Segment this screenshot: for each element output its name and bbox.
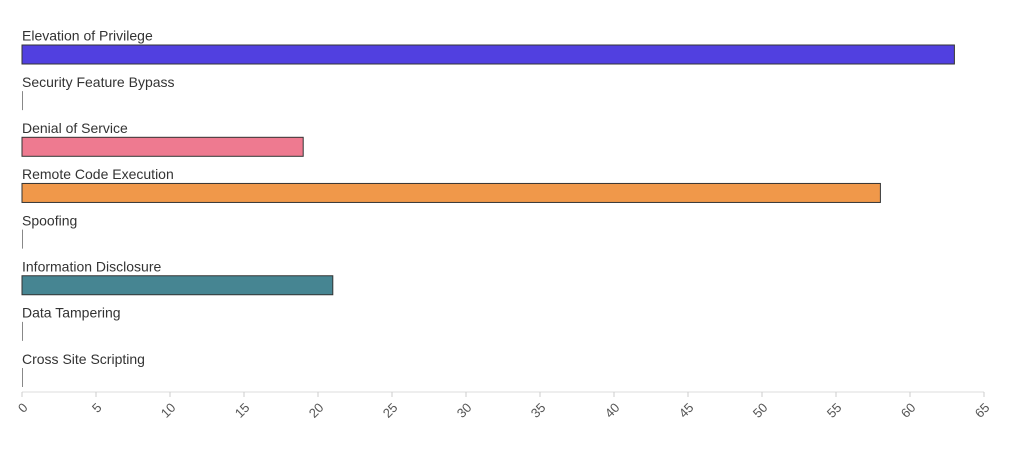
x-tick-label: 5 [89,400,105,416]
x-tick-label: 20 [306,400,327,421]
category-label: Remote Code Execution [22,166,174,182]
bar [21,275,334,296]
x-tick-label: 45 [676,400,697,421]
x-tick-label: 15 [232,400,253,421]
x-tick-label: 65 [972,400,993,421]
x-tick-label: 0 [15,400,31,416]
x-tick-label: 35 [528,400,549,421]
category-label: Cross Site Scripting [22,351,145,367]
category-label: Spoofing [22,212,77,228]
x-tick-label: 30 [454,400,475,421]
category-label: Denial of Service [22,120,128,136]
category-label: Information Disclosure [22,258,161,274]
x-tick-label: 55 [824,400,845,421]
category-label: Data Tampering [22,305,121,321]
bar [21,44,955,65]
category-label: Security Feature Bypass [22,74,175,90]
category-label: Elevation of Privilege [22,28,153,44]
x-tick-label: 25 [380,400,401,421]
x-tick-label: 40 [602,400,623,421]
x-tick-label: 10 [158,400,179,421]
x-tick-label: 60 [898,400,919,421]
x-tick-label: 50 [750,400,771,421]
bar [21,182,881,203]
bar [21,136,304,157]
